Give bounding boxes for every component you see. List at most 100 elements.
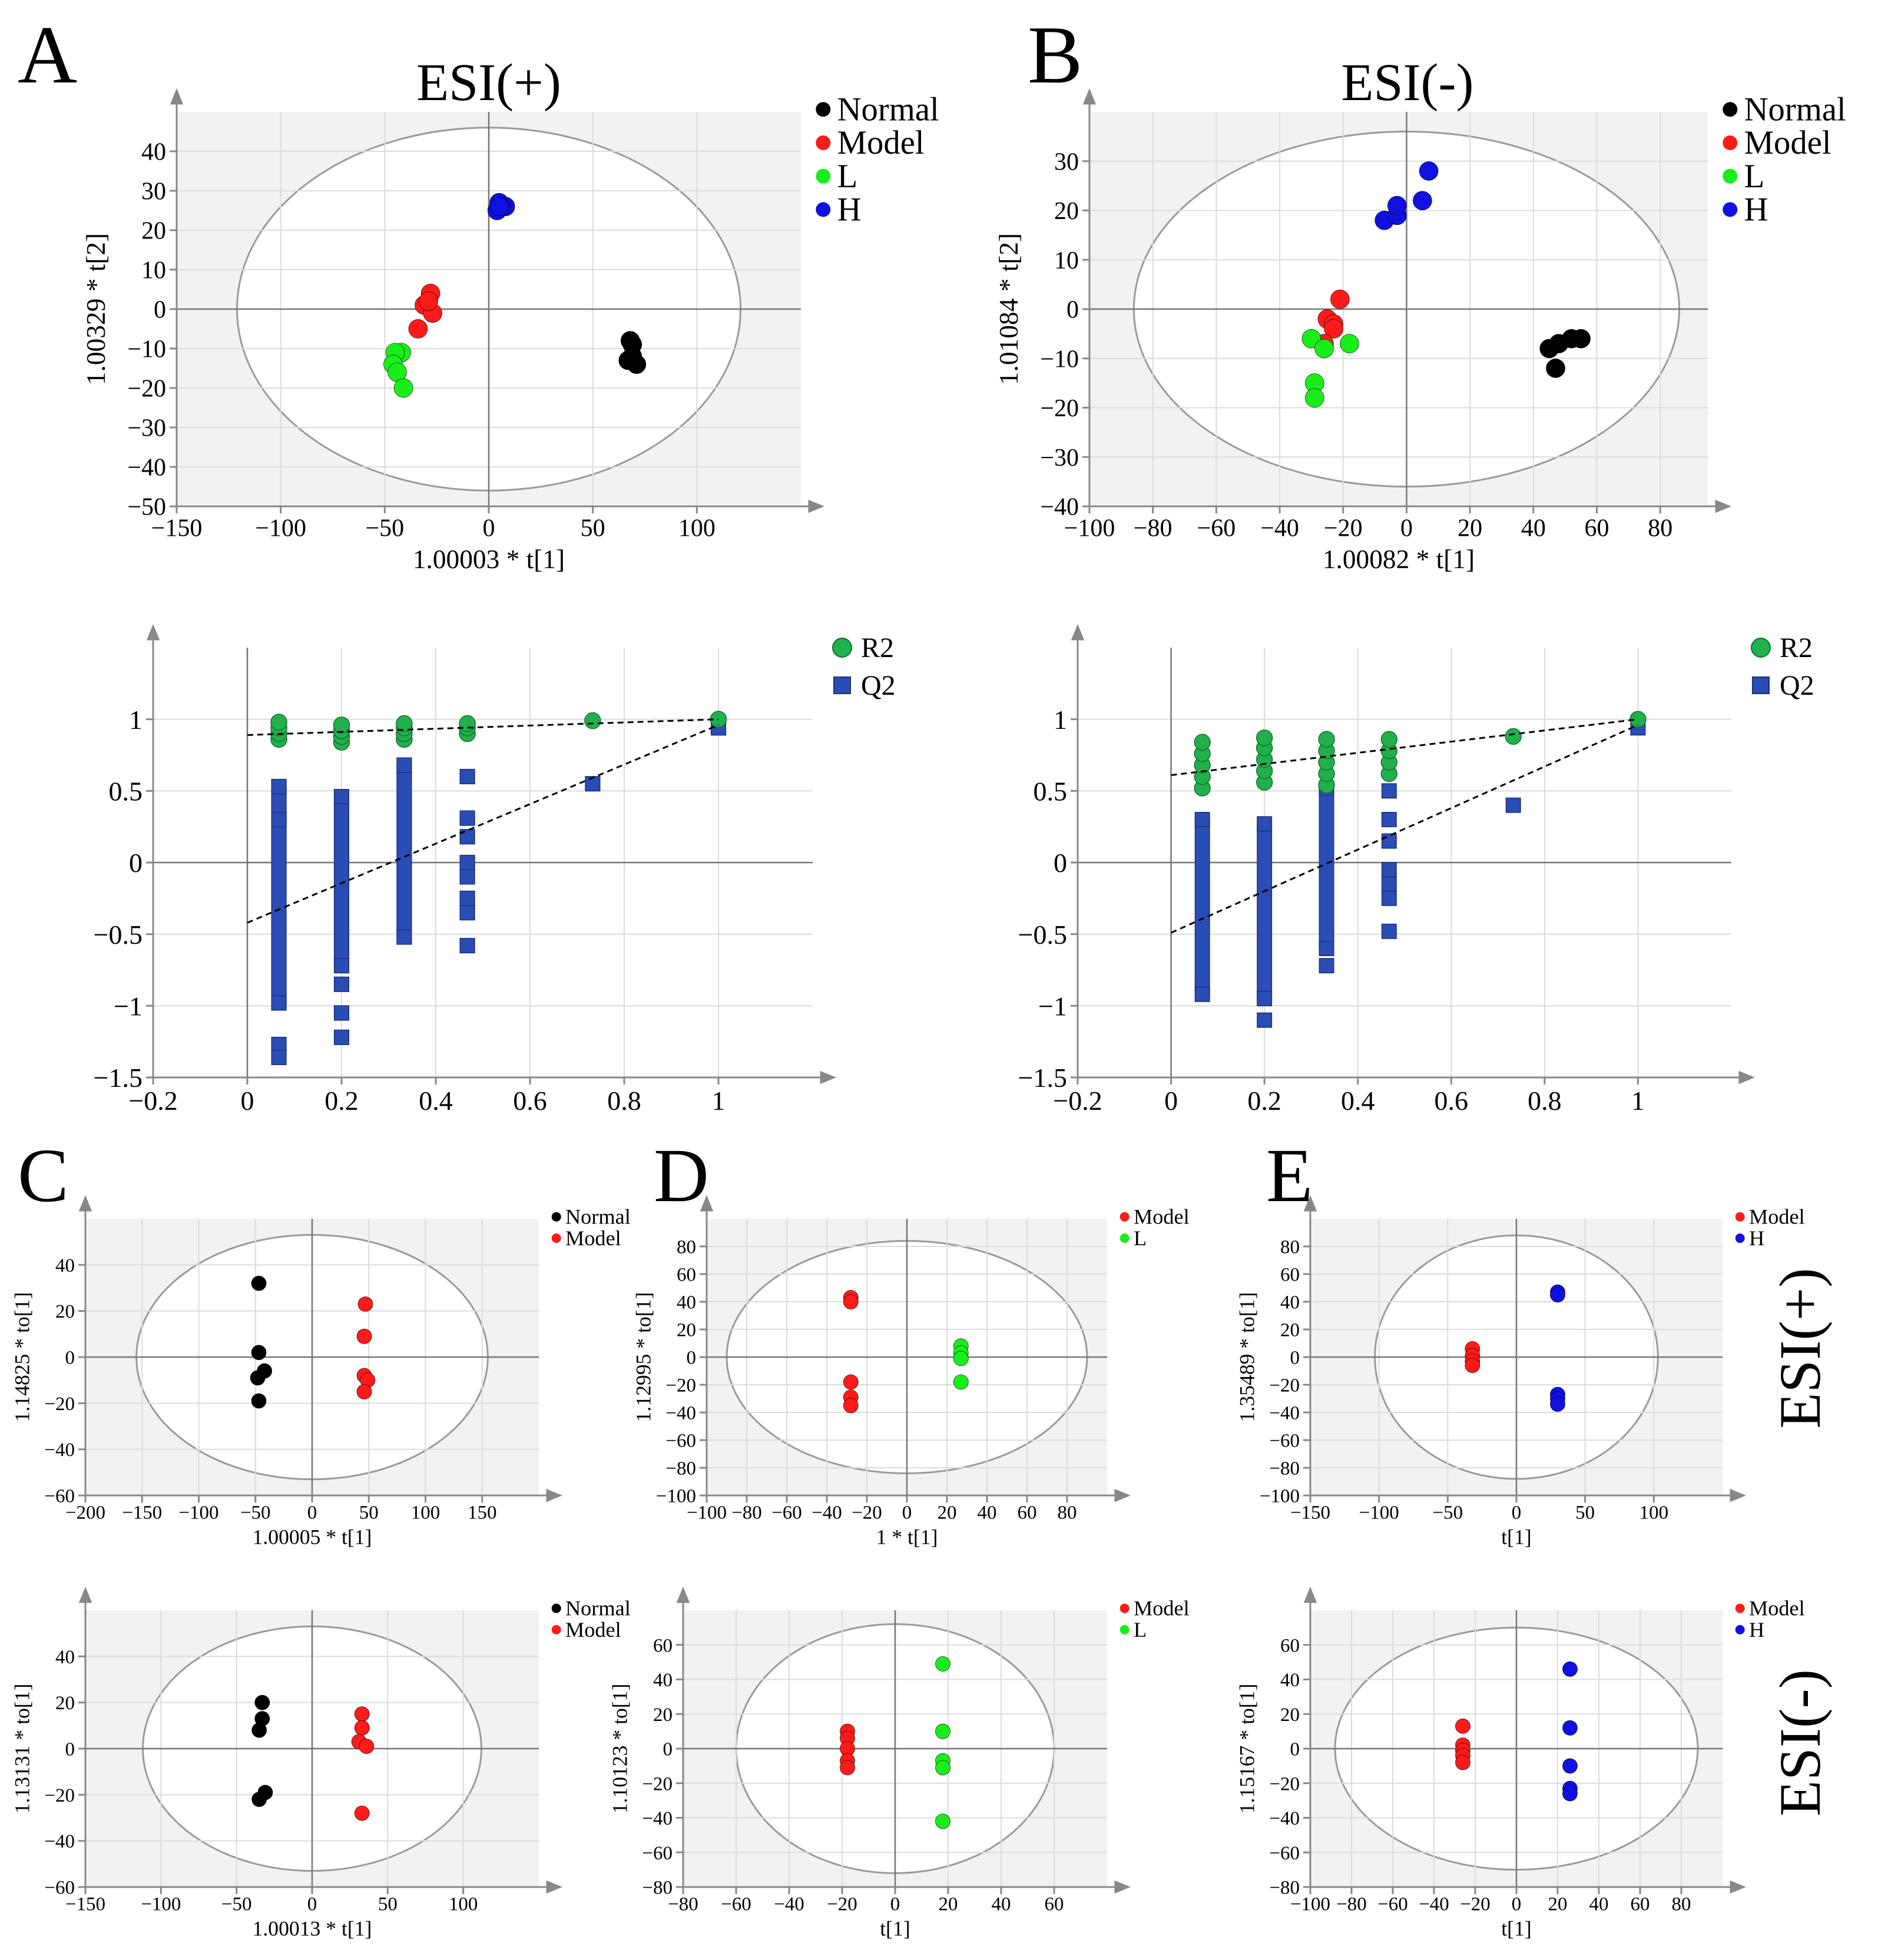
y-tick-label: 10 [141,257,166,284]
q2-point [1257,991,1273,1007]
series-model [840,1723,855,1776]
series-h [487,193,515,220]
panel-letter-e: E [1266,1133,1313,1218]
q2-point [1505,797,1521,813]
data-point-h [1550,1397,1565,1412]
x-tick-label: 0.4 [1341,1086,1375,1116]
y-tick-label: −40 [44,1440,75,1461]
axes [676,1587,1131,1894]
x-axis-arrow-icon [1114,1488,1131,1503]
y-tick-label: −20 [642,1773,673,1795]
q2-point [1381,923,1397,939]
y-tick-label: 1 [1054,705,1067,735]
x-tick-label: 20 [1458,515,1482,542]
q2-permutation-band [1319,787,1334,949]
y-tick-label: 80 [677,1237,696,1258]
data-point-l [935,1813,950,1829]
y-tick-label: 0 [65,1739,75,1760]
data-point-h [1562,1661,1578,1677]
chart-e2: −100 −80 −60 −40 −20 0 20 40 60 80−80−60−40−20020… [1235,1587,1805,1941]
y-tick-label: −40 [127,455,166,482]
legend-label-r2: R2 [861,632,894,664]
r2-regression-line [1171,718,1638,777]
x-tick-label: −100 [178,1503,218,1524]
x-tick-label: 0.8 [607,1086,641,1116]
y-tick-label: −40 [44,1831,75,1852]
series-model [356,1296,376,1399]
x-tick-label: 60 [1018,1503,1037,1524]
x-axis-label: 1.00005 * t[1] [253,1525,372,1549]
x-tick-label: 0 [1164,1086,1178,1116]
axes [170,88,824,513]
legend-marker-model [1735,1212,1745,1222]
x-tick-label: −60 [721,1894,751,1915]
q2-point [396,757,412,773]
y-tick-label: −10 [127,336,166,363]
x-tick-label: −200 [65,1503,105,1524]
y-axis-arrow-icon [1082,88,1097,105]
legend-marker-normal [1723,102,1738,117]
y-tick-label: 60 [1280,1265,1300,1286]
y-tick-label: 40 [55,1255,75,1276]
x-tick-label: 80 [1648,515,1672,542]
legend-marker-r2 [832,638,852,658]
chart-c2: −150 −100 −50 0 50 100 −60 −40 −20 0 20 40 1.00013 *… [10,1587,631,1941]
y-tick-label: 0 [129,848,143,878]
x-axis-arrow-icon [1730,1488,1746,1503]
data-point-model [843,1398,859,1414]
r2-point [396,715,413,732]
y-tick-label: 40 [55,1647,75,1668]
panel-letter-c: C [18,1133,69,1218]
axes [700,1195,1131,1503]
x-tick-label: 0 [483,515,495,542]
x-tick-label: −60 [1197,515,1236,542]
axes [146,624,836,1085]
y-tick-label: 80 [1280,1237,1300,1258]
r2-point [459,715,476,732]
x-tick-label: 0 [241,1086,254,1116]
x-tick-label: 150 [468,1503,497,1524]
y-tick-label: 0 [1290,1348,1300,1369]
x-tick-label: 50 [1575,1503,1595,1524]
q2-point [396,929,412,945]
legend-marker-l [1119,1625,1130,1634]
data-point-l [935,1723,950,1739]
legend-label-h: H [1749,1226,1764,1250]
r2-point [1629,711,1647,728]
chart-d1: −100 −80 −60 −40 −20 0 20 40 60 80−100−80−60−40−2… [631,1195,1190,1549]
legend-label-h: H [1744,191,1768,228]
y-axis-arrow-icon [1303,1587,1317,1603]
y-tick-label: −30 [1040,445,1079,472]
q2-point [271,778,287,795]
legend-label-normal: Normal [837,91,939,128]
x-axis-arrow-icon [546,1880,562,1894]
legend-marker-model [551,1233,561,1243]
x-tick-label: −80 [1336,1894,1367,1915]
q2-point [333,788,350,805]
series-h [1374,161,1439,230]
q2-point [1381,833,1397,849]
x-tick-label: 100 [678,515,716,542]
y-tick-label: −20 [665,1375,696,1397]
y-tick-label: 60 [1280,1635,1300,1656]
y-tick-label: −40 [1269,1808,1300,1829]
x-tick-label: 60 [1631,1894,1650,1915]
y-axis-arrow-icon [146,624,160,641]
x-tick-label: −40 [1260,515,1299,542]
y-tick-label: −0.5 [1018,920,1067,950]
data-point-h [1413,191,1432,211]
series-l [935,1656,950,1829]
data-point-l [1340,334,1359,353]
r2-point [1380,731,1398,748]
panel-letter-d: D [654,1133,709,1218]
q2-point [333,958,350,974]
x-tick-label: 0.6 [1435,1086,1469,1116]
data-point-normal [251,1393,267,1409]
y-tick-label: −40 [665,1403,696,1424]
legend-label-h: H [1749,1618,1764,1641]
y-tick-label: −40 [1040,494,1079,521]
y-tick-label: −20 [44,1394,75,1415]
r2-point [1256,729,1273,747]
q2-point [271,1049,287,1066]
x-tick-label: −80 [668,1894,698,1915]
